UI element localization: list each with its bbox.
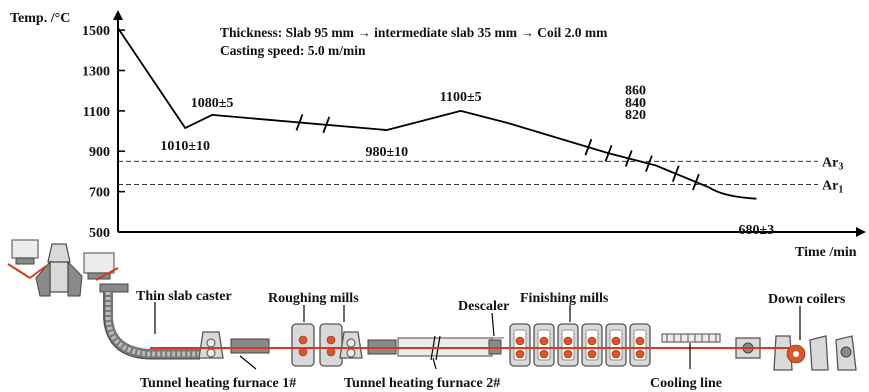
y-tick-label: 700 [89, 186, 110, 201]
point-label: 680±3 [739, 223, 775, 238]
y-ticks: 500 700 900 1100 1300 1500 [82, 24, 125, 241]
y-tick-label: 1100 [83, 105, 110, 120]
reference-line-label: Ar3 [822, 155, 843, 172]
furnace-1-label: Tunnel heating furnace 1# [140, 376, 296, 391]
finishing-mill-icon [509, 323, 651, 367]
x-axis-arrow [856, 227, 866, 237]
work-roll [611, 349, 621, 359]
y-tick-label: 1300 [82, 64, 110, 79]
work-roll [635, 336, 645, 346]
down-coilers-label: Down coilers [768, 292, 846, 307]
point-label: 1100±5 [440, 90, 482, 105]
work-roll [587, 349, 597, 359]
process-line: Thin slab caster Roughing mills Descaler… [7, 239, 857, 391]
finishing-mills-label: Finishing mills [520, 291, 609, 306]
point-label: 1080±5 [191, 96, 234, 111]
caster-bow-icon [103, 292, 200, 360]
thickness-note: Thickness: Slab 95 mm → intermediate sla… [220, 25, 608, 40]
work-roll [635, 349, 645, 359]
work-roll [587, 336, 597, 346]
break-mark [322, 116, 331, 134]
temperature-curve [117, 27, 757, 200]
break-mark [295, 114, 304, 131]
down-coiler-icon [773, 335, 857, 371]
break-mark [584, 138, 593, 156]
y-tick-label: 1500 [82, 24, 110, 39]
point-label: 1010±10 [160, 139, 210, 154]
y-tick-label: 900 [89, 145, 110, 160]
casting-speed-note: Casting speed: 5.0 m/min [220, 43, 366, 58]
point-label: 820 [625, 108, 646, 123]
work-roll [539, 349, 549, 359]
roughing-mills-label: Roughing mills [268, 291, 359, 306]
y-axis-label: Temp. /°C [10, 11, 70, 26]
work-roll [515, 336, 525, 346]
work-roll [563, 349, 573, 359]
reference-line-label: Ar1 [822, 179, 843, 196]
roughing-mill-icon [198, 323, 363, 367]
temperature-chart: Temp. /°C Time /min Thickness: Slab 95 m… [10, 10, 866, 260]
descaler-label: Descaler [458, 299, 509, 314]
break-mark [692, 173, 700, 191]
work-roll [515, 349, 525, 359]
y-axis-arrow [113, 10, 123, 20]
work-roll [563, 336, 573, 346]
point-label: 840 [625, 96, 646, 111]
x-axis-label: Time /min [795, 245, 857, 260]
label-pointers [154, 302, 801, 370]
descaler-icon [486, 337, 504, 355]
y-tick-label: 500 [89, 226, 110, 241]
point-label: 860 [625, 84, 646, 99]
cooling-line-label: Cooling line [650, 376, 722, 391]
axis-break-marks [295, 114, 700, 191]
cooling-line-icon [661, 333, 761, 359]
point-label: 980±10 [365, 145, 408, 160]
break-mark [604, 144, 613, 162]
work-roll [539, 336, 549, 346]
ladle-icon [7, 239, 129, 297]
break-mark [671, 165, 680, 183]
work-roll [611, 336, 621, 346]
break-mark [624, 150, 633, 167]
caster-label: Thin slab caster [136, 289, 232, 304]
break-mark [645, 155, 653, 172]
furnace-2-label: Tunnel heating furnace 2# [344, 376, 500, 391]
